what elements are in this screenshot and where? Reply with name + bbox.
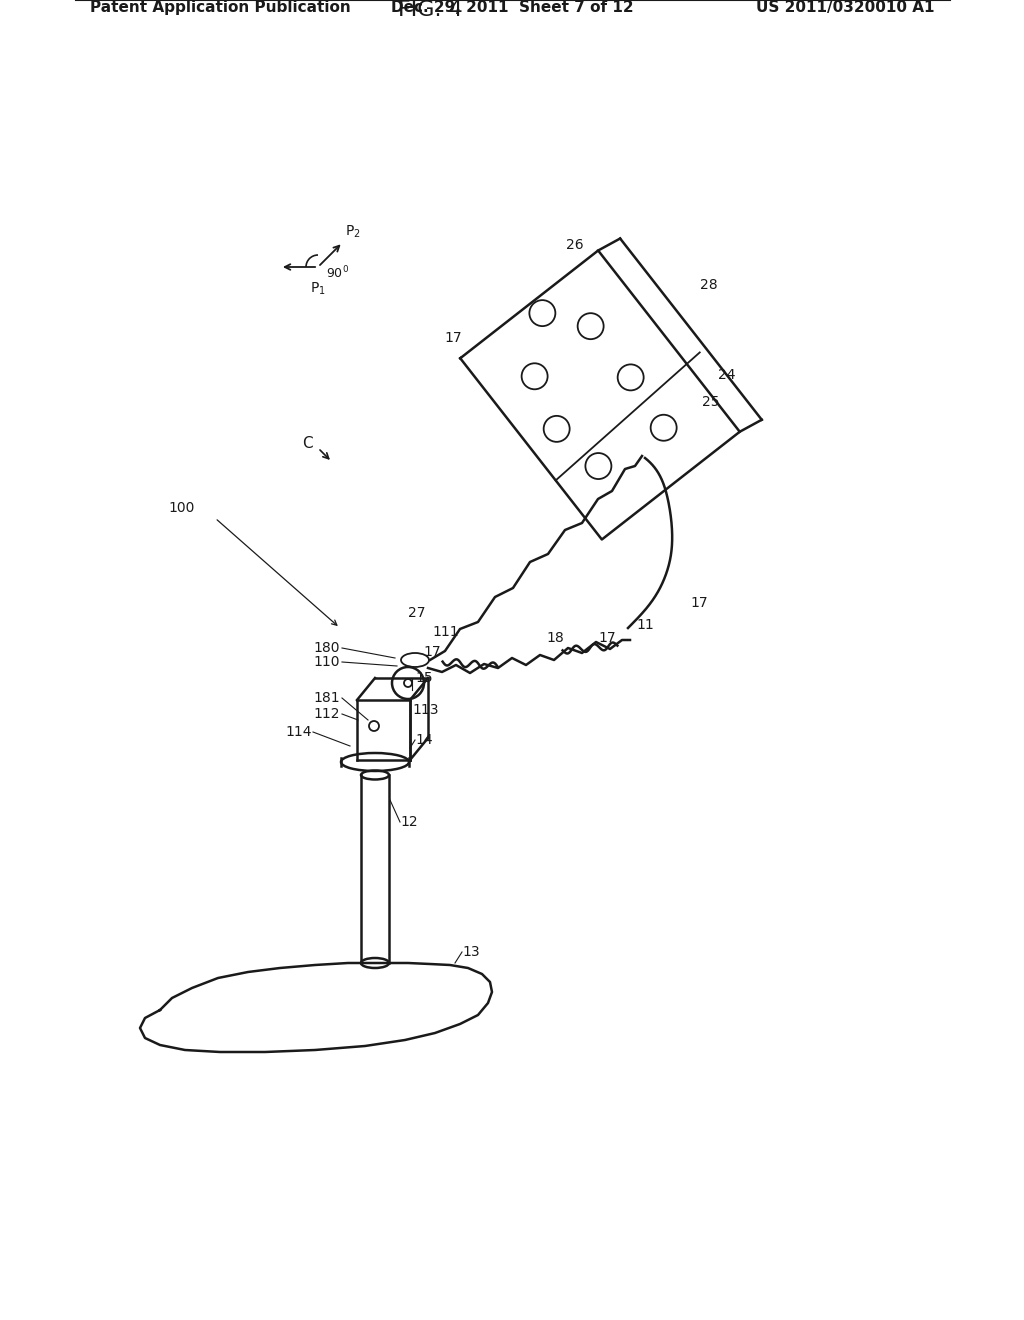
- Text: Patent Application Publication: Patent Application Publication: [90, 0, 351, 15]
- Text: 18: 18: [546, 631, 564, 645]
- Text: 110: 110: [313, 655, 340, 669]
- Text: 25: 25: [702, 395, 720, 409]
- Text: 112: 112: [313, 708, 340, 721]
- Text: 111: 111: [432, 624, 459, 639]
- Text: 12: 12: [400, 814, 418, 829]
- Text: 114: 114: [286, 725, 312, 739]
- Text: 113: 113: [412, 704, 438, 717]
- Text: 13: 13: [462, 945, 479, 960]
- Text: 15: 15: [415, 671, 432, 685]
- Text: 17: 17: [598, 631, 615, 645]
- Text: 181: 181: [313, 690, 340, 705]
- Text: 28: 28: [700, 279, 718, 292]
- Text: 17: 17: [444, 331, 462, 345]
- Text: C: C: [302, 436, 312, 450]
- Text: FIG. 4: FIG. 4: [397, 0, 463, 20]
- Text: US 2011/0320010 A1: US 2011/0320010 A1: [757, 0, 935, 15]
- Text: 26: 26: [566, 238, 584, 252]
- Text: P$_2$: P$_2$: [345, 223, 361, 240]
- Text: 14: 14: [415, 733, 432, 747]
- Text: 24: 24: [718, 368, 735, 381]
- Text: P$_1$: P$_1$: [310, 281, 326, 297]
- Text: 90$^0$: 90$^0$: [326, 265, 349, 281]
- Text: 11: 11: [636, 618, 654, 632]
- Text: 17: 17: [423, 645, 440, 659]
- Text: 180: 180: [313, 642, 340, 655]
- Text: 100: 100: [168, 502, 195, 515]
- Text: Dec. 29, 2011  Sheet 7 of 12: Dec. 29, 2011 Sheet 7 of 12: [391, 0, 633, 15]
- Text: 17: 17: [690, 597, 708, 610]
- Text: 27: 27: [408, 606, 426, 620]
